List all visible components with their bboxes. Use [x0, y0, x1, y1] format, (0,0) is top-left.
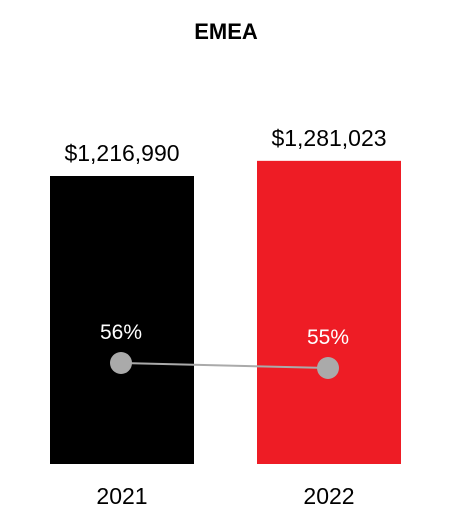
x-tick-label-2022: 2022 [303, 483, 354, 509]
value-label-2021: $1,216,990 [64, 140, 179, 166]
percent-line [120, 362, 329, 369]
percent-point-2021 [110, 352, 132, 374]
x-tick-label-2021: 2021 [96, 483, 147, 509]
value-label-2022: $1,281,023 [271, 125, 386, 151]
percent-line-group: 56% 55% [100, 321, 349, 379]
chart-title: EMEA [194, 19, 258, 44]
percent-label-2021: 56% [100, 321, 142, 344]
bars-group: $1,216,990 2021 $1,281,023 2022 [50, 125, 401, 509]
bar-2021 [50, 176, 194, 464]
percent-label-2022: 55% [307, 326, 349, 349]
percent-point-2022 [317, 357, 339, 379]
bar-2022 [257, 160, 401, 465]
